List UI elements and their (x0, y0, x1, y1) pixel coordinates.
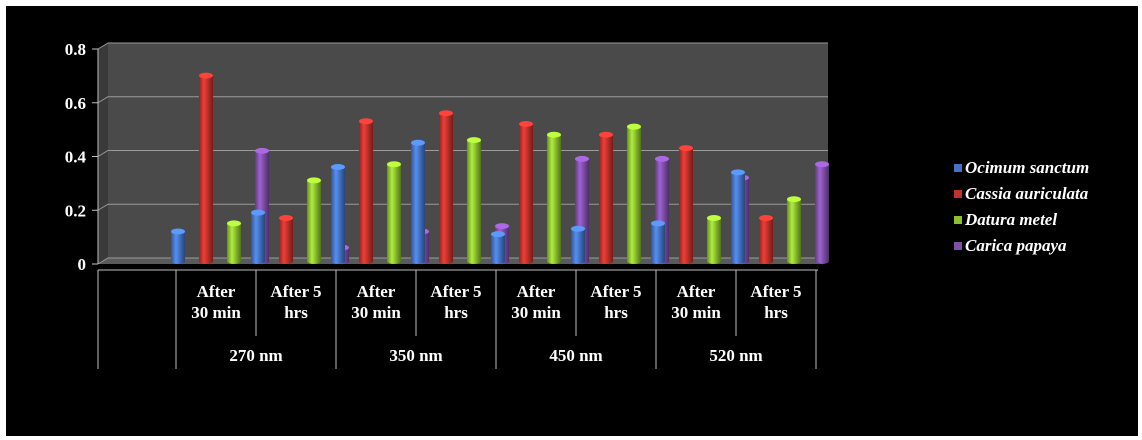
chart-frame: 0 0.2 0.4 0.6 0.8 After 30 min After 5 hrs 270 n… (6, 6, 1138, 436)
bar (227, 220, 241, 264)
bar (279, 215, 293, 264)
legend-swatch (954, 216, 962, 224)
bar-chart: 0 0.2 0.4 0.6 0.8 After 30 min After 5 hrs 270 n… (65, 40, 1089, 369)
bar (731, 169, 745, 264)
legend-swatch (954, 190, 962, 198)
y-tick-label: 0.6 (65, 94, 86, 113)
y-axis-ticks: 0 0.2 0.4 0.6 0.8 (65, 40, 99, 274)
bar (251, 209, 265, 264)
category-table-lines (97, 269, 818, 369)
bar (571, 225, 585, 264)
category-label: After 30 min (191, 282, 241, 322)
bar (411, 139, 425, 264)
category-label: After 5 hrs (270, 282, 321, 322)
bar (599, 131, 613, 264)
legend-swatch (954, 164, 962, 172)
legend-item: Cassia auriculata (954, 184, 1089, 203)
bar (491, 231, 505, 264)
legend-swatch (954, 242, 962, 250)
bar (439, 110, 453, 264)
bar (787, 196, 801, 264)
category-label: After 30 min (351, 282, 401, 322)
bar (359, 118, 373, 264)
category-label: After 5 hrs (430, 282, 481, 322)
legend-label: Cassia auriculata (965, 184, 1089, 203)
gridline (97, 150, 828, 157)
bar (467, 137, 481, 264)
bar (519, 120, 533, 264)
legend-item: Datura metel (954, 210, 1057, 229)
legend-label: Carica papaya (965, 236, 1067, 255)
bar (707, 215, 721, 264)
bar (331, 163, 345, 264)
bar (759, 215, 773, 264)
category-labels: After 30 min After 5 hrs 270 nm After 30 min Af… (191, 282, 801, 365)
gridline (97, 42, 828, 50)
group-label: 450 nm (549, 346, 602, 365)
group-label: 350 nm (389, 346, 442, 365)
legend-item: Ocimum sanctum (954, 158, 1089, 177)
bar (815, 161, 829, 264)
legend-label: Ocimum sanctum (965, 158, 1089, 177)
bars (171, 72, 829, 264)
bar (387, 161, 401, 264)
y-tick-label: 0.8 (65, 40, 86, 59)
group-label: 520 nm (709, 346, 762, 365)
category-label: After 30 min (511, 282, 561, 322)
bar (171, 228, 185, 264)
bar (679, 145, 693, 264)
group-label: 270 nm (229, 346, 282, 365)
legend-item: Carica papaya (954, 236, 1067, 255)
gridline (97, 96, 828, 104)
y-tick-label: 0 (78, 255, 87, 274)
bar (547, 131, 561, 264)
category-label: After 5 hrs (750, 282, 801, 322)
legend-label: Datura metel (964, 210, 1057, 229)
category-label: After 30 min (671, 282, 721, 322)
legend: Ocimum sanctum Cassia auriculata Datura me… (954, 158, 1089, 255)
bar (651, 220, 665, 264)
bar (627, 123, 641, 264)
y-tick-label: 0.4 (65, 148, 87, 167)
y-tick-label: 0.2 (65, 201, 86, 220)
bar (199, 72, 213, 264)
bar (307, 177, 321, 264)
category-label: After 5 hrs (590, 282, 641, 322)
